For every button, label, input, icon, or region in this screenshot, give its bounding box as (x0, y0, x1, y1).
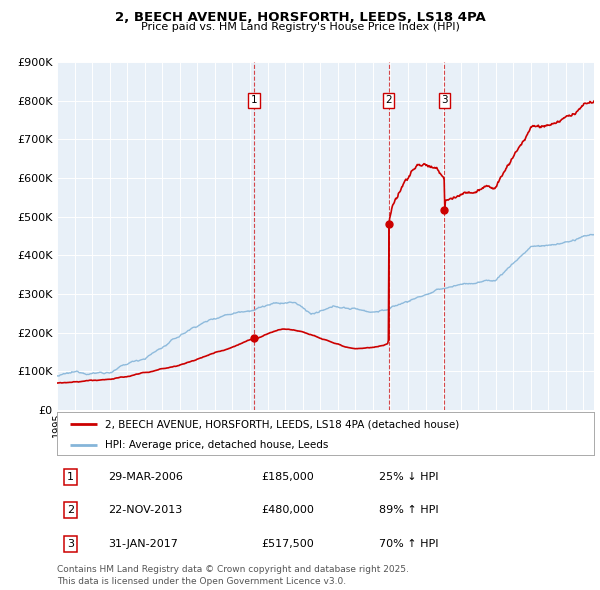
Text: 1: 1 (67, 472, 74, 482)
Text: Price paid vs. HM Land Registry's House Price Index (HPI): Price paid vs. HM Land Registry's House … (140, 22, 460, 32)
Text: 2: 2 (385, 95, 392, 105)
Text: 22-NOV-2013: 22-NOV-2013 (108, 505, 182, 515)
Text: £185,000: £185,000 (261, 472, 314, 482)
Text: 2, BEECH AVENUE, HORSFORTH, LEEDS, LS18 4PA: 2, BEECH AVENUE, HORSFORTH, LEEDS, LS18 … (115, 11, 485, 24)
Text: 2, BEECH AVENUE, HORSFORTH, LEEDS, LS18 4PA (detached house): 2, BEECH AVENUE, HORSFORTH, LEEDS, LS18 … (106, 419, 460, 430)
Text: 70% ↑ HPI: 70% ↑ HPI (379, 539, 439, 549)
Text: 2: 2 (67, 505, 74, 515)
Text: 3: 3 (441, 95, 448, 105)
Text: 25% ↓ HPI: 25% ↓ HPI (379, 472, 439, 482)
Text: 31-JAN-2017: 31-JAN-2017 (108, 539, 178, 549)
Text: £480,000: £480,000 (261, 505, 314, 515)
Text: HPI: Average price, detached house, Leeds: HPI: Average price, detached house, Leed… (106, 440, 329, 450)
Text: 29-MAR-2006: 29-MAR-2006 (108, 472, 183, 482)
Text: 3: 3 (67, 539, 74, 549)
Text: Contains HM Land Registry data © Crown copyright and database right 2025.
This d: Contains HM Land Registry data © Crown c… (57, 565, 409, 586)
Text: £517,500: £517,500 (261, 539, 314, 549)
Text: 1: 1 (251, 95, 257, 105)
Text: 89% ↑ HPI: 89% ↑ HPI (379, 505, 439, 515)
